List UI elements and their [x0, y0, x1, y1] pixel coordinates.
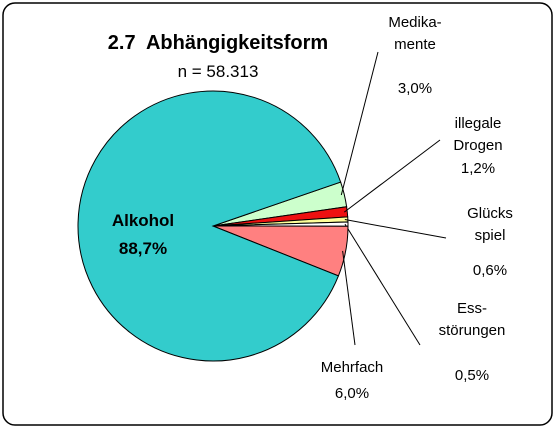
leader-line [342, 250, 356, 346]
slice-label: illegale Drogen [453, 115, 503, 154]
slice-label: Mehrfach [320, 359, 384, 376]
pie-slice [77, 90, 342, 362]
chart-subtitle: n = 58.313 [177, 62, 259, 81]
leader-line [344, 219, 447, 239]
slice-label: Alkohol [111, 211, 175, 230]
slice-label: Ess- störungen [438, 300, 506, 339]
slice-label: Medika- mente [388, 14, 442, 53]
leader-line [340, 51, 379, 196]
value-label: 6,0% [334, 385, 370, 402]
slice-label: Glücks spiel [467, 205, 513, 244]
value-label: 88,7% [118, 239, 168, 258]
value-label: 1,2% [460, 160, 496, 177]
chart-title: 2.7 Abhängigkeitsform [107, 32, 329, 54]
value-label: 0,5% [454, 367, 490, 384]
value-label: 3,0% [397, 80, 433, 97]
leader-line [343, 139, 441, 213]
leader-line [344, 223, 421, 346]
value-label: 0,6% [472, 262, 508, 279]
